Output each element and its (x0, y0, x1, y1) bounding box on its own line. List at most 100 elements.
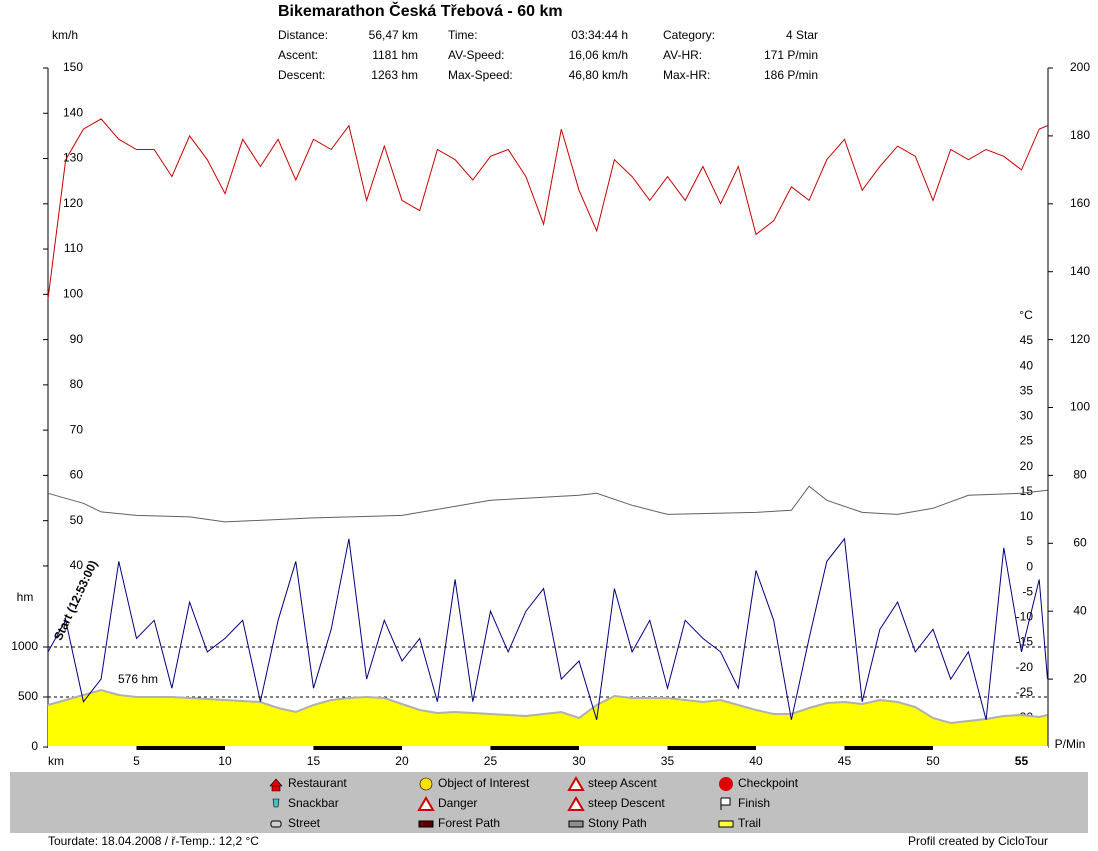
legend-icon-shape (272, 798, 280, 808)
speed-tick-label: 50 (70, 513, 84, 527)
stat-value: 1181 hm (372, 48, 418, 62)
temp-tick-label: 30 (1020, 409, 1034, 423)
legend-icon-shape (269, 778, 283, 792)
km-bar-segment (667, 746, 756, 750)
speed-tick-label: 40 (70, 558, 84, 572)
hr-tick-label: 160 (1070, 196, 1090, 210)
legend-icon (567, 776, 585, 791)
legend-icon (567, 796, 585, 811)
legend-icon (720, 797, 731, 810)
stat-label: Distance: (278, 28, 328, 42)
speed-tick-label: 80 (70, 377, 84, 391)
x-tick-label: 55 (1015, 754, 1029, 768)
legend-icon (418, 820, 434, 828)
legend-icon (272, 798, 280, 808)
legend-icon (419, 777, 433, 791)
temp-tick-label: -20 (1016, 660, 1034, 674)
chart-title: Bikemarathon Česká Třebová - 60 km (278, 1, 563, 20)
elevation-outline (47, 688, 1048, 725)
hr-tick-label: 60 (1073, 535, 1087, 549)
stat-value: 16,06 km/h (569, 48, 628, 62)
stat-value: 171 P/min (764, 48, 818, 62)
stat-value: 186 P/min (764, 68, 818, 82)
footer-left: Tourdate: 18.04.2008 / ř-Temp.: 12,2 °C (48, 834, 259, 848)
legend-icon-shape (567, 776, 585, 791)
legend-icon (719, 777, 733, 791)
footer-right: Profil created by CicloTour (908, 834, 1048, 848)
speed-tick-label: 110 (64, 241, 83, 255)
elevation-area (48, 690, 1048, 747)
legend-label: Object of Interest (438, 776, 530, 790)
stat-label: Max-Speed: (448, 68, 513, 82)
stat-value: 46,80 km/h (569, 68, 628, 82)
temp-tick-label: 0 (1026, 559, 1033, 573)
stat-value: 56,47 km (369, 28, 418, 42)
km-bar-segment (844, 746, 933, 750)
legend-label: Checkpoint (738, 776, 799, 790)
hr-tick-label: 100 (1070, 400, 1090, 414)
speed-axis-label: km/h (52, 28, 78, 42)
stat-label: Ascent: (278, 48, 318, 62)
legend-icon-shape (418, 820, 434, 828)
stat-label: AV-HR: (663, 48, 702, 62)
temp-tick-label: 40 (1020, 358, 1034, 372)
speed-tick-label: 140 (63, 105, 83, 119)
temp-tick-label: 35 (1020, 383, 1034, 397)
x-tick-label: 15 (307, 754, 321, 768)
speed-tick-label: 130 (63, 151, 83, 165)
legend-icon (417, 796, 435, 811)
temp-tick-label: -5 (1022, 584, 1033, 598)
legend-label: steep Ascent (588, 776, 657, 790)
legend-label: Forest Path (438, 816, 500, 830)
legend-icon-shape (719, 777, 733, 791)
legend-icon-shape (417, 796, 435, 811)
x-tick-label: 25 (484, 754, 498, 768)
speed-tick-label: 100 (63, 287, 83, 301)
speed-tick-label: 70 (70, 422, 84, 436)
legend-icon-shape (419, 777, 433, 791)
temp-tick-label: 20 (1020, 459, 1034, 473)
speed-tick-label: 120 (63, 196, 83, 210)
speed-tick-label: 60 (70, 468, 84, 482)
legend-icon-shape (568, 820, 584, 828)
stat-label: Time: (448, 28, 478, 42)
hr-tick-label: 140 (1070, 264, 1090, 278)
legend-label: Stony Path (588, 816, 647, 830)
stat-label: AV-Speed: (448, 48, 504, 62)
x-tick-label: 20 (395, 754, 409, 768)
hr-tick-label: 40 (1073, 603, 1087, 617)
speed-tick-label: 90 (70, 332, 84, 346)
legend-icon (270, 820, 282, 828)
elevation-tick-label: 0 (31, 739, 38, 753)
legend-icon-shape (567, 796, 585, 811)
hr-axis-label: P/Min (1055, 737, 1086, 751)
temp-tick-label: 45 (1020, 333, 1034, 347)
series-line (47, 537, 1048, 720)
elevation-tick-label: 500 (18, 689, 38, 703)
legend-label: Restaurant (288, 776, 347, 790)
legend-box (10, 772, 1088, 833)
hr-tick-label: 80 (1073, 468, 1087, 482)
temp-tick-label: -25 (1016, 685, 1034, 699)
series-line (47, 485, 1048, 523)
stat-label: Category: (663, 28, 715, 42)
legend-icon-shape (718, 820, 734, 828)
stat-label: Max-HR: (663, 68, 710, 82)
stat-value: 1263 hm (371, 68, 418, 82)
x-axis-label: km (48, 754, 64, 768)
temp-tick-label: -10 (1016, 610, 1034, 624)
x-tick-label: 30 (572, 754, 586, 768)
stat-value: 4 Star (786, 28, 818, 42)
speed-tick-label: 150 (63, 60, 83, 74)
stat-label: Descent: (278, 68, 325, 82)
x-tick-label: 10 (218, 754, 232, 768)
legend-label: Danger (438, 796, 477, 810)
series-line (47, 118, 1048, 299)
legend-icon (269, 778, 283, 792)
hr-tick-label: 120 (1070, 332, 1090, 346)
legend-icon (718, 820, 734, 828)
hr-tick-label: 180 (1070, 128, 1090, 142)
legend-label: Trail (738, 816, 761, 830)
